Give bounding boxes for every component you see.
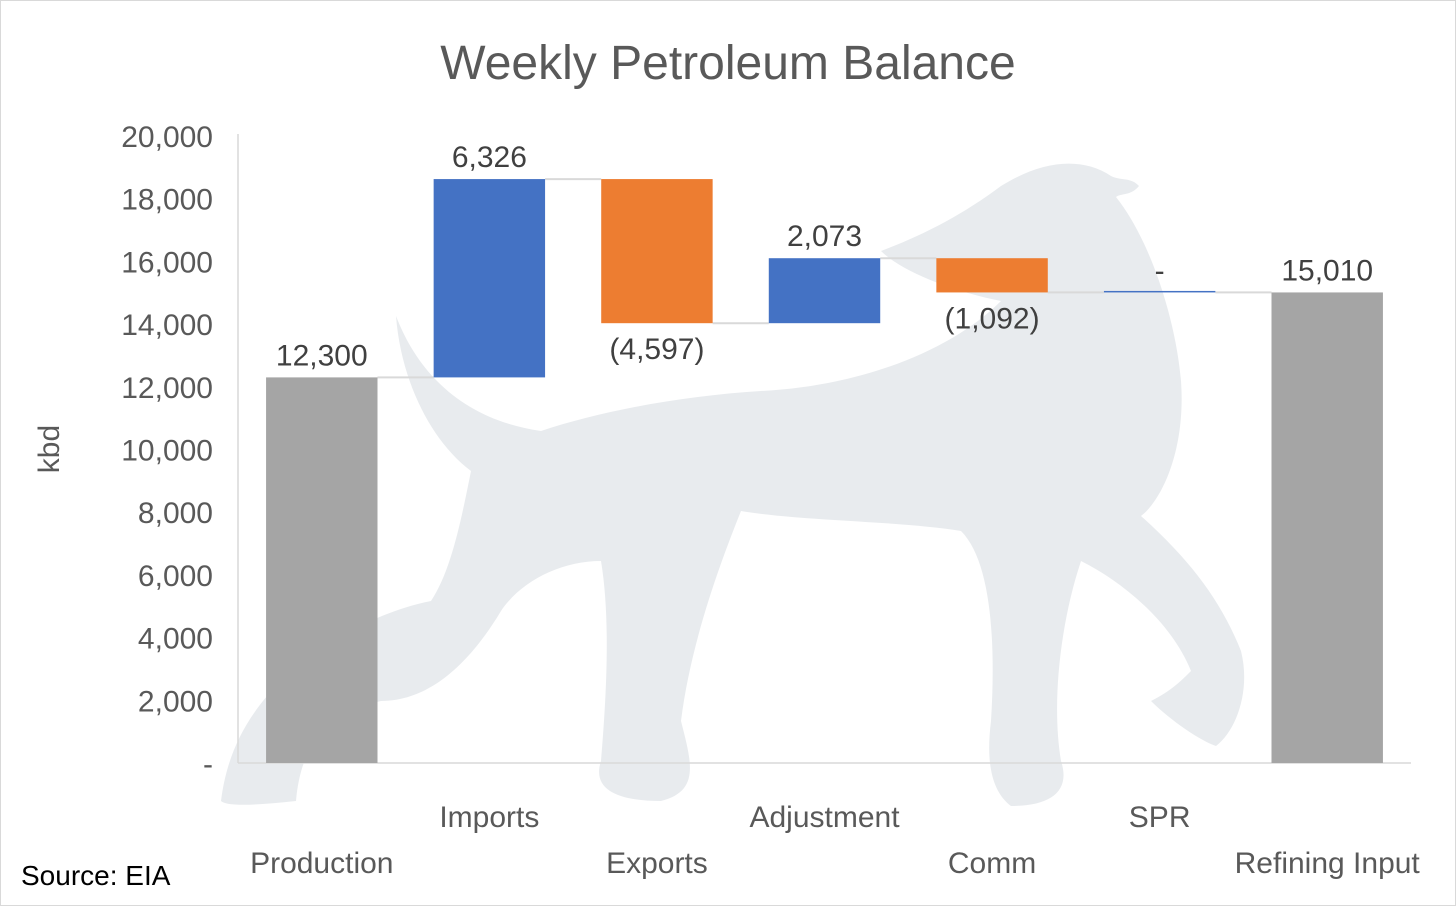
y-tick-label: 8,000 [138, 497, 213, 530]
bar-refining-input [1271, 292, 1383, 763]
y-tick-label: - [203, 748, 213, 781]
x-category-label: SPR [1129, 801, 1191, 834]
y-tick-label: 4,000 [138, 623, 213, 656]
bar-comm [936, 258, 1048, 293]
source-note: Source: EIA [21, 860, 171, 891]
data-labels: 12,300 6,326 (4,597) 2,073 (1,092) - 15,010 [276, 141, 1373, 372]
bar-production [266, 377, 378, 763]
x-category-label: Adjustment [749, 801, 900, 834]
chart-title: Weekly Petroleum Balance [440, 37, 1015, 90]
x-category-label: Production [250, 847, 393, 880]
y-tick-label: 6,000 [138, 560, 213, 593]
x-category-label: Comm [948, 847, 1036, 880]
y-tick-label: 18,000 [121, 184, 213, 217]
data-label: 2,073 [787, 220, 862, 253]
data-label: 15,010 [1281, 254, 1373, 287]
y-tick-label: 14,000 [121, 309, 213, 342]
data-label: - [1155, 254, 1165, 287]
y-tick-label: 12,000 [121, 372, 213, 405]
bar-exports [601, 179, 713, 324]
y-axis-ticks: - 2,000 4,000 6,000 8,000 10,000 12,000 14,000 1… [121, 121, 213, 781]
y-tick-label: 20,000 [121, 121, 213, 154]
greyhound-dog-logo [221, 163, 1245, 806]
bar-adjustment [768, 258, 881, 324]
data-label: 12,300 [276, 339, 368, 372]
source-note-wrapper: Source: EIA [21, 860, 171, 891]
x-category-label: Refining Input [1235, 847, 1421, 880]
y-axis-label: kbd [33, 425, 66, 473]
x-category-label: Exports [606, 847, 708, 880]
data-label: 6,326 [452, 141, 527, 174]
connector-lines [377, 178, 1272, 379]
data-label: (1,092) [945, 302, 1040, 335]
y-tick-label: 2,000 [138, 685, 213, 718]
bars [266, 179, 1383, 763]
data-label: (4,597) [609, 333, 704, 366]
y-tick-label: 16,000 [121, 246, 213, 279]
bar-spr [1103, 290, 1216, 293]
x-category-label: Imports [439, 801, 539, 834]
y-tick-label: 10,000 [121, 435, 213, 468]
category-labels: Production Imports Exports Adjustment Comm SP… [250, 801, 1420, 880]
bar-imports [433, 179, 546, 378]
